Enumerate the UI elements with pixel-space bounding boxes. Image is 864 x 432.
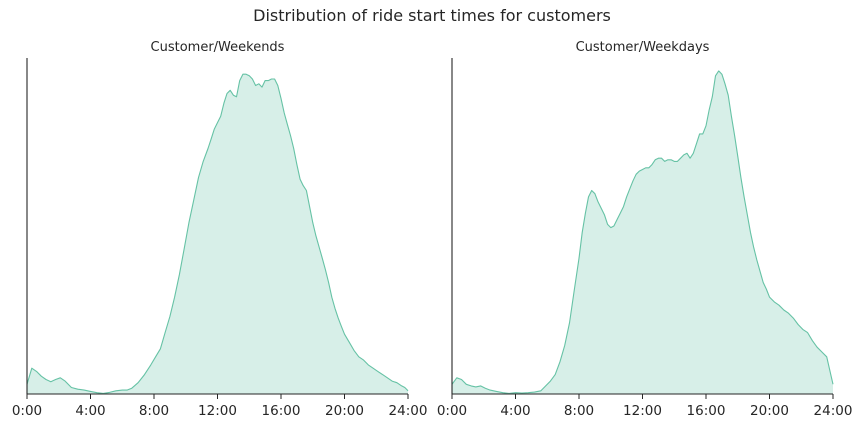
figure-title: Distribution of ride start times for cus… bbox=[253, 6, 611, 25]
panel-title: Customer/Weekdays bbox=[576, 40, 710, 55]
x-tick-label: 24:00 bbox=[814, 403, 853, 419]
x-tick-label: 16:00 bbox=[262, 403, 301, 419]
x-tick-label: 12:00 bbox=[198, 403, 237, 419]
x-tick-label: 12:00 bbox=[623, 403, 662, 419]
density-area bbox=[27, 74, 408, 394]
x-tick-label: 4:00 bbox=[500, 403, 530, 419]
x-tick-label: 0:00 bbox=[12, 403, 42, 419]
density-line bbox=[26, 73, 409, 394]
density-area bbox=[452, 70, 833, 395]
x-tick-label: 4:00 bbox=[75, 403, 105, 419]
x-tick-label: 8:00 bbox=[564, 403, 594, 419]
x-tick-label: 8:00 bbox=[139, 403, 169, 419]
panel-1: Customer/Weekends 0:00 4:00 8:00 12:00 16:00 2… bbox=[12, 40, 428, 419]
x-tick-label: 20:00 bbox=[750, 403, 789, 419]
x-tick-label: 0:00 bbox=[437, 403, 467, 419]
x-tick-label: 24:00 bbox=[389, 403, 428, 419]
panel-title: Customer/Weekends bbox=[151, 40, 285, 55]
x-tick-label: 20:00 bbox=[325, 403, 364, 419]
x-tick-label: 16:00 bbox=[687, 403, 726, 419]
density-line bbox=[451, 70, 834, 394]
panel-2: Customer/Weekdays 0:00 4:00 8:00 12:00 16:00 2… bbox=[437, 40, 853, 419]
